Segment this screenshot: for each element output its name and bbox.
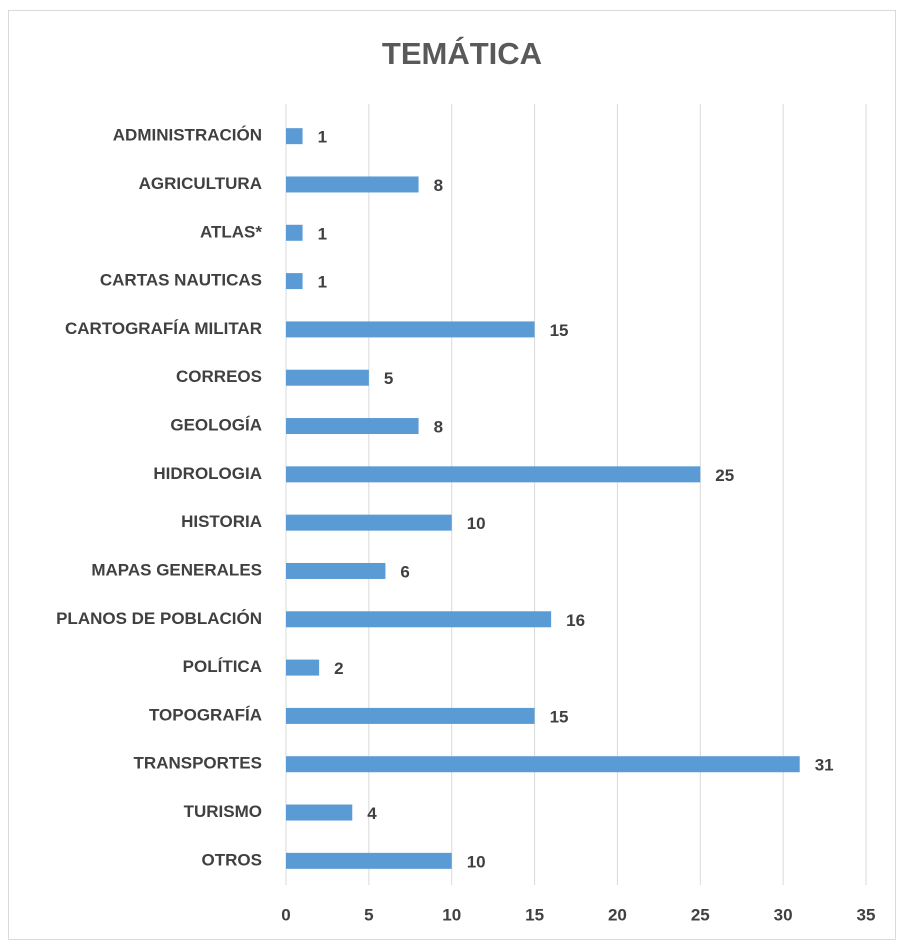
bar: [286, 707, 535, 724]
y-tick-label: CORREOS: [176, 367, 262, 386]
x-tick-label: 0: [281, 905, 290, 924]
data-label: 8: [434, 418, 443, 437]
bar: [286, 514, 452, 531]
bar: [286, 852, 452, 869]
x-tick-label: 20: [608, 905, 627, 924]
y-tick-label: GEOLOGÍA: [170, 416, 262, 435]
bar: [286, 756, 800, 773]
bar: [286, 562, 386, 579]
y-tick-label: PLANOS DE POBLACIÓN: [56, 609, 262, 628]
y-tick-label: ATLAS*: [200, 222, 262, 241]
y-tick-label: MAPAS GENERALES: [91, 560, 262, 579]
x-tick-label: 25: [691, 905, 710, 924]
data-label: 1: [318, 224, 327, 243]
data-label: 10: [467, 514, 486, 533]
x-tick-label: 5: [364, 905, 373, 924]
data-label: 1: [318, 128, 327, 147]
x-tick-label: 15: [525, 905, 544, 924]
bar: [286, 321, 535, 338]
data-label: 31: [815, 756, 834, 775]
bar: [286, 466, 701, 483]
y-tick-label: TOPOGRAFÍA: [149, 705, 262, 724]
bar: [286, 369, 369, 386]
bar: [286, 176, 419, 193]
y-tick-label: TRANSPORTES: [134, 754, 262, 773]
bar: [286, 804, 353, 821]
y-tick-label: HISTORIA: [181, 512, 262, 531]
y-tick-label: CARTAS NAUTICAS: [100, 271, 262, 290]
bar: [286, 128, 303, 145]
x-tick-label: 10: [442, 905, 461, 924]
y-tick-label: CARTOGRAFÍA MILITAR: [65, 319, 262, 338]
data-label: 10: [467, 852, 486, 871]
data-label: 8: [434, 176, 443, 195]
x-tick-label: 35: [857, 905, 876, 924]
y-tick-label: ADMINISTRACIÓN: [113, 126, 262, 145]
data-label: 4: [367, 804, 377, 823]
data-label: 5: [384, 369, 393, 388]
bar: [286, 418, 419, 435]
bar: [286, 273, 303, 290]
x-tick-label: 30: [774, 905, 793, 924]
chart-title: TEMÁTICA: [382, 36, 542, 71]
y-tick-label: AGRICULTURA: [139, 174, 262, 193]
bar: [286, 659, 320, 676]
data-label: 2: [334, 659, 343, 678]
bar: [286, 611, 552, 628]
y-tick-label: TURISMO: [184, 802, 262, 821]
data-label: 16: [566, 611, 585, 630]
data-label: 15: [550, 321, 569, 340]
y-tick-label: OTROS: [202, 850, 262, 869]
y-tick-label: HIDROLOGIA: [153, 464, 262, 483]
y-tick-label: POLÍTICA: [183, 657, 262, 676]
data-label: 15: [550, 707, 569, 726]
data-label: 25: [715, 466, 734, 485]
bar: [286, 224, 303, 241]
data-label: 6: [400, 562, 409, 581]
data-label: 1: [318, 273, 327, 292]
